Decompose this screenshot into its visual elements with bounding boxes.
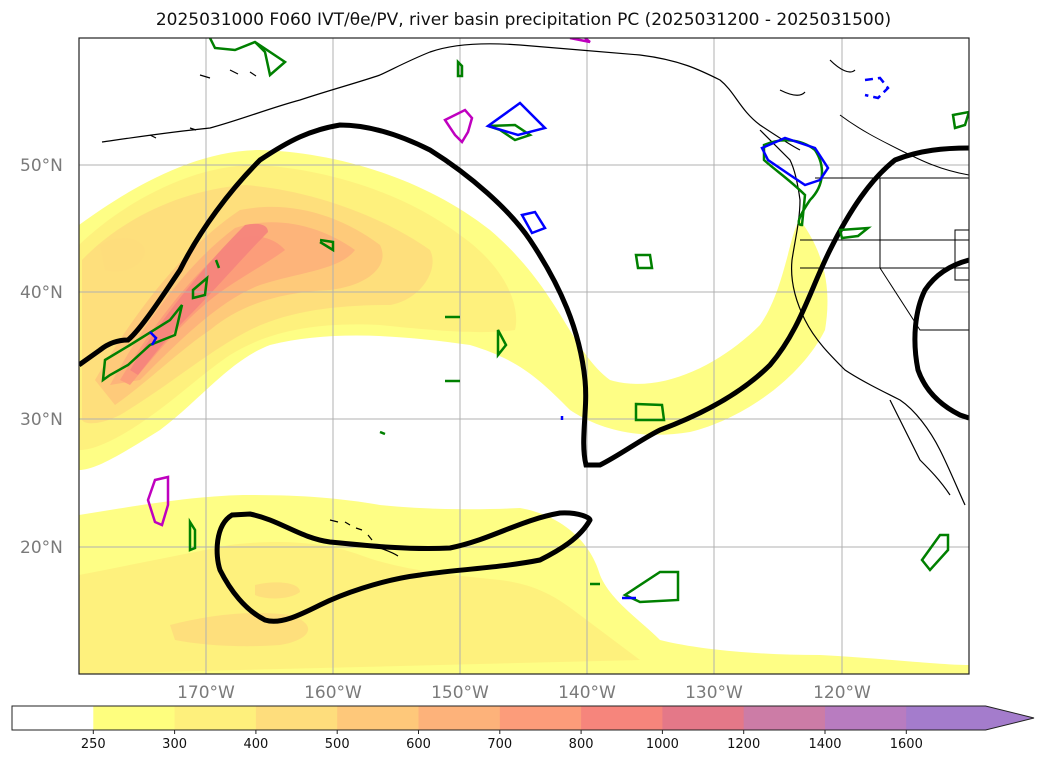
lon-labels: 170°W 160°W 150°W 140°W 130°W 120°W xyxy=(177,683,871,703)
colorbar: 250 300 400 500 600 700 800 1000 1200 1400 1600 xyxy=(11,705,1035,752)
ivt-band-600 xyxy=(110,222,355,385)
ivt-band-700 xyxy=(120,236,285,385)
colorbar-segment xyxy=(743,706,826,730)
ivt-patch-west xyxy=(100,238,145,272)
lon-label-130w: 130°W xyxy=(685,683,743,703)
colorbar-segment xyxy=(662,706,745,730)
colorbar-tick-label: 800 xyxy=(569,737,594,752)
colorbar-segment xyxy=(255,706,338,730)
pv-blue-contours xyxy=(149,76,890,600)
ivt-contours xyxy=(79,122,969,624)
colorbar-tick-label: 400 xyxy=(243,737,268,752)
lat-label-20: 20°N xyxy=(20,538,63,558)
ivt-band-800 xyxy=(130,223,268,375)
ivt-shading xyxy=(79,150,969,674)
colorbar-extend-arrow xyxy=(906,706,1034,730)
colorbar-segment xyxy=(499,706,582,730)
colorbar-tick-label: 1600 xyxy=(890,737,923,752)
colorbar-tick-label: 700 xyxy=(487,737,512,752)
colorbar-tick-label: 600 xyxy=(406,737,431,752)
map-title: 2025031000 F060 IVT/θe/PV, river basin p… xyxy=(155,10,892,30)
map-frame xyxy=(78,37,970,675)
lon-label-170w: 170°W xyxy=(177,683,235,703)
ivt-contour-south xyxy=(214,510,593,624)
lat-labels: 50°N 40°N 30°N 20°N xyxy=(20,156,63,558)
ivt-contour-east xyxy=(912,257,969,421)
colorbar-tick-label: 250 xyxy=(81,737,106,752)
gridlines xyxy=(79,38,969,674)
lat-label-40: 40°N xyxy=(20,283,63,303)
lat-label-30: 30°N xyxy=(20,410,63,430)
ivt-south-400b xyxy=(255,582,300,599)
colorbar-tick-label: 1400 xyxy=(808,737,841,752)
lon-label-140w: 140°W xyxy=(558,683,616,703)
lat-label-50: 50°N xyxy=(20,156,63,176)
colorbar-segment xyxy=(174,706,257,730)
lon-label-160w: 160°W xyxy=(304,683,362,703)
colorbar-segment xyxy=(825,706,907,730)
colorbar-tick-label: 300 xyxy=(162,737,187,752)
colorbar-tick-label: 500 xyxy=(325,737,350,752)
lon-label-150w: 150°W xyxy=(431,683,489,703)
colorbar-segment xyxy=(12,706,94,730)
colorbar-segment xyxy=(93,706,176,730)
colorbar-segment xyxy=(337,706,419,730)
colorbar-tick-label: 1200 xyxy=(727,737,760,752)
lon-label-120w: 120°W xyxy=(813,683,871,703)
colorbar-segment xyxy=(581,706,663,730)
coastlines xyxy=(101,43,969,557)
colorbar-segment xyxy=(418,706,501,730)
map-area xyxy=(79,38,969,674)
pv-magenta-contours xyxy=(146,38,591,527)
colorbar-outline xyxy=(11,705,1035,731)
colorbar-tick-label: 1000 xyxy=(646,737,679,752)
ivt-contour-main xyxy=(79,122,969,468)
